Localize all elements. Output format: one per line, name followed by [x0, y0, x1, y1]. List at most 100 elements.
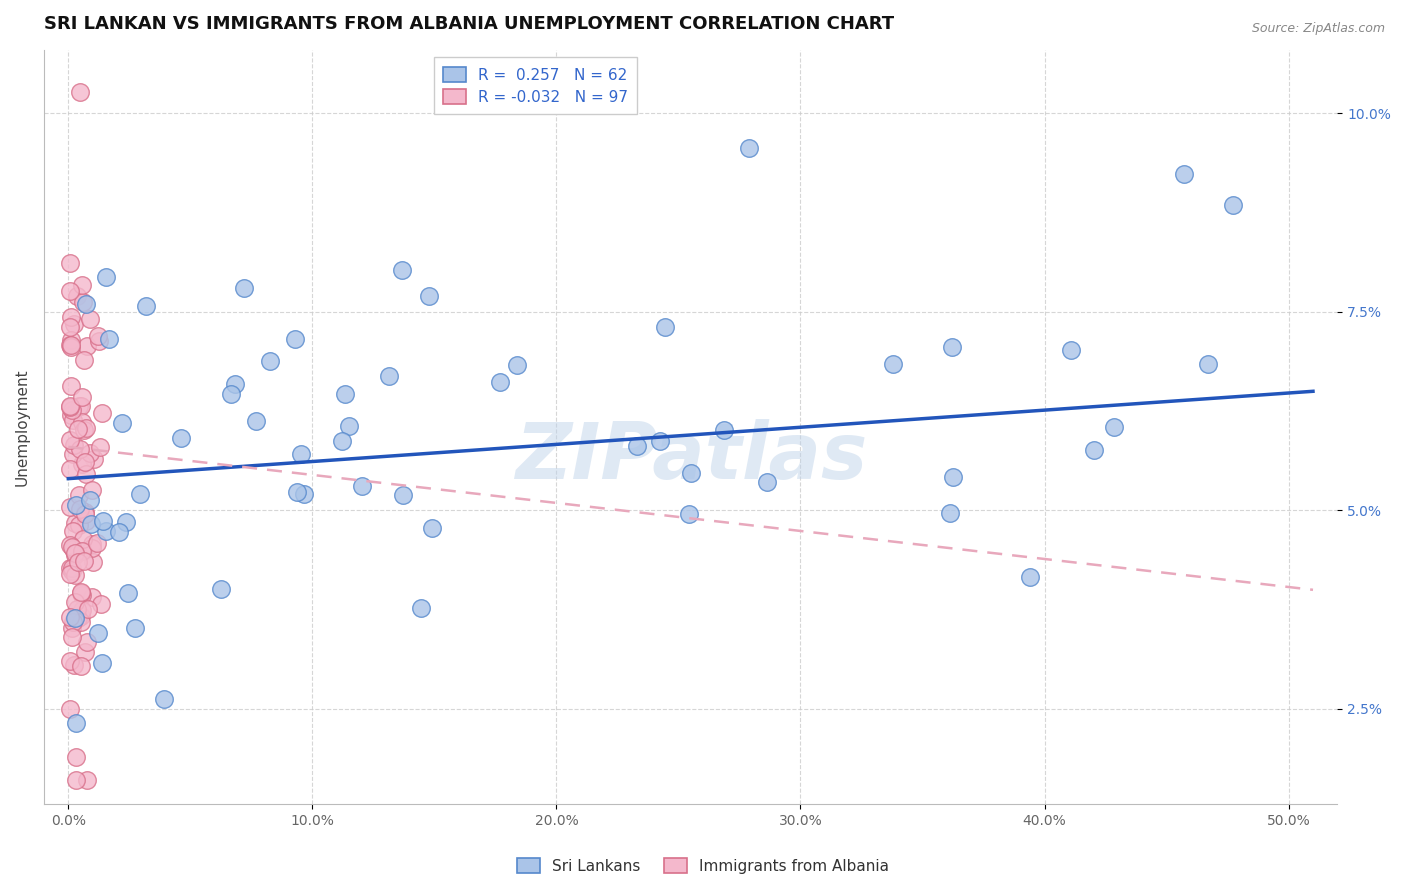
Point: [79, 312, 101, 326]
Point: [58, 566, 80, 581]
Point: [69, 400, 91, 414]
Point: [83, 452, 105, 467]
Point: [70, 588, 93, 602]
Point: [69, 85, 91, 99]
Point: [72, 544, 94, 558]
Point: [70, 585, 93, 599]
Point: [65, 773, 87, 788]
Point: [96, 524, 118, 538]
Point: [62, 447, 84, 461]
Point: [69, 502, 91, 516]
Point: [66, 602, 89, 616]
Point: [82, 555, 104, 569]
Point: [129, 487, 152, 501]
Point: [72, 295, 94, 310]
Point: [1173, 167, 1195, 181]
Point: [62, 615, 84, 629]
Point: [108, 524, 131, 539]
Point: [86, 626, 108, 640]
Point: [80, 590, 103, 604]
Point: [1222, 198, 1244, 212]
Y-axis label: Unemployment: Unemployment: [15, 368, 30, 486]
Point: [62, 541, 84, 556]
Point: [72, 278, 94, 293]
Point: [1197, 357, 1219, 371]
Point: [60, 338, 83, 352]
Point: [90, 406, 112, 420]
Point: [62, 524, 84, 538]
Point: [66, 289, 89, 303]
Point: [679, 467, 702, 481]
Point: [75, 421, 97, 435]
Point: [135, 299, 157, 313]
Point: [942, 469, 965, 483]
Point: [90, 656, 112, 670]
Point: [284, 332, 307, 346]
Point: [60, 621, 83, 635]
Point: [91, 514, 114, 528]
Point: [337, 419, 360, 434]
Point: [62, 413, 84, 427]
Point: [391, 263, 413, 277]
Point: [60, 630, 83, 644]
Point: [1102, 420, 1125, 434]
Point: [73, 455, 96, 469]
Point: [70, 602, 93, 616]
Point: [70, 609, 93, 624]
Point: [67, 555, 90, 569]
Point: [378, 369, 401, 384]
Point: [73, 554, 96, 568]
Point: [63, 516, 86, 530]
Point: [67, 611, 90, 625]
Point: [80, 537, 103, 551]
Point: [65, 610, 87, 624]
Point: [941, 340, 963, 354]
Point: [87, 329, 110, 343]
Point: [63, 595, 86, 609]
Point: [67, 400, 90, 414]
Point: [76, 602, 98, 616]
Point: [330, 434, 353, 449]
Point: [76, 773, 98, 788]
Point: [63, 568, 86, 582]
Point: [65, 715, 87, 730]
Point: [259, 353, 281, 368]
Point: [713, 423, 735, 437]
Point: [63, 317, 86, 331]
Point: [66, 422, 89, 436]
Point: [72, 544, 94, 558]
Legend: R =  0.257   N = 62, R = -0.032   N = 97: R = 0.257 N = 62, R = -0.032 N = 97: [433, 57, 637, 114]
Point: [59, 285, 82, 299]
Point: [418, 289, 440, 303]
Point: [292, 486, 315, 500]
Point: [60, 564, 83, 578]
Point: [73, 507, 96, 521]
Point: [59, 408, 82, 422]
Point: [97, 332, 120, 346]
Point: [352, 479, 374, 493]
Point: [392, 488, 415, 502]
Point: [79, 445, 101, 459]
Point: [59, 320, 82, 334]
Point: [70, 416, 93, 430]
Point: [411, 600, 433, 615]
Point: [60, 310, 83, 324]
Point: [60, 541, 83, 555]
Point: [59, 338, 82, 352]
Point: [87, 334, 110, 348]
Point: [335, 387, 357, 401]
Point: [63, 437, 86, 451]
Point: [60, 561, 83, 575]
Point: [73, 645, 96, 659]
Point: [89, 440, 111, 454]
Point: [70, 658, 93, 673]
Point: [62, 658, 84, 673]
Point: [59, 433, 82, 447]
Point: [111, 416, 134, 430]
Point: [65, 548, 87, 562]
Point: [756, 475, 779, 489]
Point: [58, 538, 80, 552]
Point: [59, 561, 82, 575]
Point: [626, 438, 648, 452]
Point: [86, 536, 108, 550]
